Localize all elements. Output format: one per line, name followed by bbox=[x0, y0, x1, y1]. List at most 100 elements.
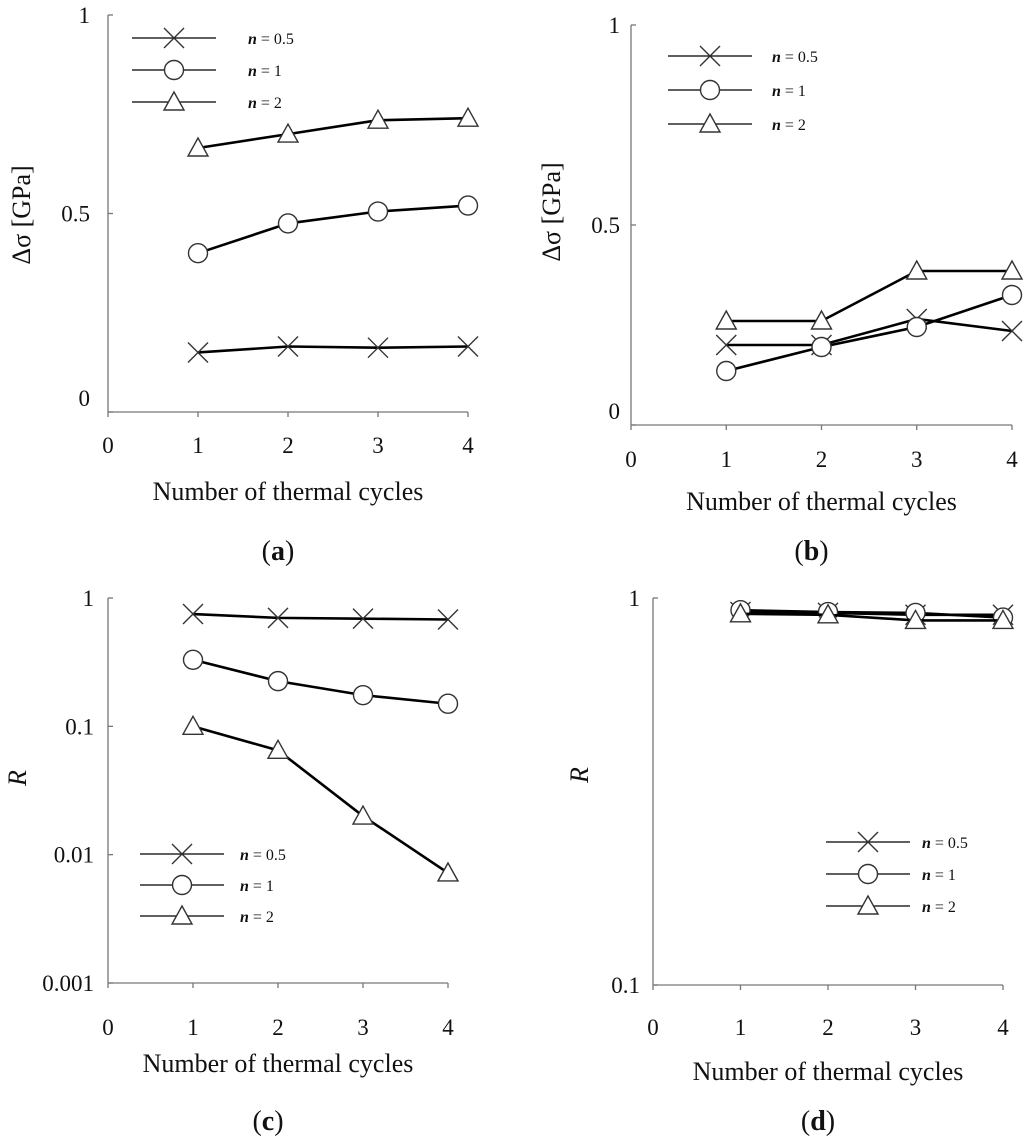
x-axis-title: Number of thermal cycles bbox=[686, 487, 957, 516]
x-tick-label: 3 bbox=[357, 1015, 369, 1040]
data-point-triangle bbox=[456, 106, 480, 127]
legend-marker-triangle bbox=[698, 112, 722, 133]
legend-label: n = 1 bbox=[772, 83, 806, 100]
series-line bbox=[197, 345, 469, 354]
series-line bbox=[197, 116, 469, 150]
panel-label: (d) bbox=[801, 1106, 835, 1137]
x-tick-label: 4 bbox=[462, 433, 474, 458]
data-point-circle bbox=[187, 242, 209, 264]
x-tick-label: 2 bbox=[272, 1015, 284, 1040]
data-point-x bbox=[352, 608, 374, 630]
data-point-circle bbox=[906, 316, 927, 338]
series-triangle bbox=[186, 106, 480, 157]
legend-marker-circle bbox=[857, 863, 879, 885]
legend-marker-circle bbox=[163, 59, 185, 81]
legend: n = 0.5 n = 1 n = 2 bbox=[140, 843, 286, 926]
data-point-triangle bbox=[816, 603, 840, 624]
x-tick-label: 4 bbox=[997, 1015, 1009, 1040]
data-point-triangle bbox=[715, 309, 738, 330]
series-circle bbox=[716, 284, 1023, 382]
series-line bbox=[726, 269, 1012, 323]
series-triangle bbox=[181, 714, 460, 882]
data-point-circle bbox=[716, 360, 737, 382]
x-tick-label: 4 bbox=[442, 1015, 454, 1040]
y-tick-label: 0.001 bbox=[42, 971, 94, 996]
legend: n = 0.5 n = 1 n = 2 bbox=[132, 27, 294, 112]
legend-label: n = 2 bbox=[772, 117, 806, 134]
legend-marker-x bbox=[857, 831, 879, 853]
series-line bbox=[726, 317, 1013, 347]
y-tick-label: 0.5 bbox=[61, 202, 90, 227]
data-point-x bbox=[457, 336, 479, 357]
x-tick-label: 0 bbox=[102, 1015, 114, 1040]
x-tick-label: 1 bbox=[192, 433, 204, 458]
data-point-triangle bbox=[186, 136, 210, 157]
y-tick-label: 0 bbox=[79, 386, 91, 411]
legend-label: n = 2 bbox=[248, 95, 282, 112]
x-tick-label: 0 bbox=[625, 447, 637, 472]
legend-label: n = 2 bbox=[240, 909, 274, 926]
x-tick-label: 0 bbox=[102, 433, 114, 458]
series-line bbox=[740, 608, 1004, 619]
panel-label: (a) bbox=[262, 536, 295, 567]
data-point-triangle bbox=[276, 122, 300, 143]
x-axis-title: Number of thermal cycles bbox=[693, 1057, 964, 1086]
x-tick-label: 3 bbox=[910, 1015, 922, 1040]
panel-label: (b) bbox=[794, 536, 828, 567]
legend-label: n = 0.5 bbox=[922, 835, 968, 852]
data-point-triangle bbox=[181, 714, 205, 736]
y-axis-title: Δσ [GPa] bbox=[537, 162, 566, 261]
series-line bbox=[725, 293, 1013, 373]
x-tick-label: 1 bbox=[187, 1015, 199, 1040]
x-tick-label: 1 bbox=[721, 447, 733, 472]
series-line bbox=[740, 612, 1003, 622]
y-axis-title: R bbox=[3, 770, 32, 787]
series-x bbox=[715, 308, 1023, 356]
legend-marker-x bbox=[163, 27, 185, 49]
chart-panel-a: 0 0.5 1 0 1 2 3 4 Number of thermal cycles Δσ [GP… bbox=[7, 3, 480, 567]
x-tick-label: 3 bbox=[911, 447, 923, 472]
data-point-triangle bbox=[266, 738, 290, 760]
y-axis-title: R bbox=[565, 767, 594, 784]
series-line bbox=[197, 204, 469, 255]
data-point-x bbox=[187, 341, 209, 363]
y-tick-label: 0.1 bbox=[65, 714, 94, 739]
series-circle bbox=[182, 649, 459, 714]
data-point-x bbox=[715, 334, 737, 356]
data-point-triangle bbox=[351, 804, 375, 825]
chart-panel-c: 0.001 0.01 0.1 1 0 1 2 3 4 Number of thermal cycl… bbox=[3, 586, 460, 1137]
data-point-x bbox=[367, 337, 389, 359]
data-point-triangle bbox=[1000, 259, 1024, 280]
x-axis-title: Number of thermal cycles bbox=[143, 1049, 414, 1078]
data-point-x bbox=[1001, 320, 1023, 342]
legend: n = 0.5 n = 1 n = 2 bbox=[668, 45, 818, 134]
x-tick-label: 2 bbox=[822, 1015, 834, 1040]
x-axis-title: Number of thermal cycles bbox=[153, 477, 424, 506]
series-circle bbox=[187, 195, 479, 264]
y-axis-title: Δσ [GPa] bbox=[7, 165, 36, 264]
y-tick-label: 1 bbox=[83, 586, 95, 611]
data-point-circle bbox=[367, 201, 389, 222]
y-tick-label: 1 bbox=[79, 3, 91, 28]
legend-label: n = 2 bbox=[922, 899, 956, 916]
data-point-x bbox=[437, 609, 459, 630]
y-tick-label: 1 bbox=[629, 586, 641, 611]
x-tick-label: 0 bbox=[647, 1015, 659, 1040]
x-tick-label: 4 bbox=[1006, 447, 1018, 472]
data-point-circle bbox=[352, 684, 374, 706]
series-x bbox=[182, 603, 459, 630]
legend-label: n = 1 bbox=[922, 867, 956, 884]
data-point-circle bbox=[457, 195, 479, 216]
chart-panel-d: 0.1 1 0 1 2 3 4 Number of thermal cycles Rn = 0.… bbox=[565, 586, 1015, 1137]
data-point-circle bbox=[267, 670, 289, 692]
y-tick-label: 0.1 bbox=[611, 973, 640, 998]
data-point-circle bbox=[182, 649, 204, 670]
data-point-triangle bbox=[436, 861, 460, 882]
data-point-circle bbox=[437, 693, 459, 714]
legend-marker-x bbox=[171, 843, 193, 865]
series-line bbox=[192, 725, 449, 875]
y-tick-label: 1 bbox=[609, 13, 621, 38]
y-tick-label: 0 bbox=[609, 399, 621, 424]
data-point-triangle bbox=[729, 602, 752, 623]
y-tick-label: 0.5 bbox=[591, 213, 620, 238]
